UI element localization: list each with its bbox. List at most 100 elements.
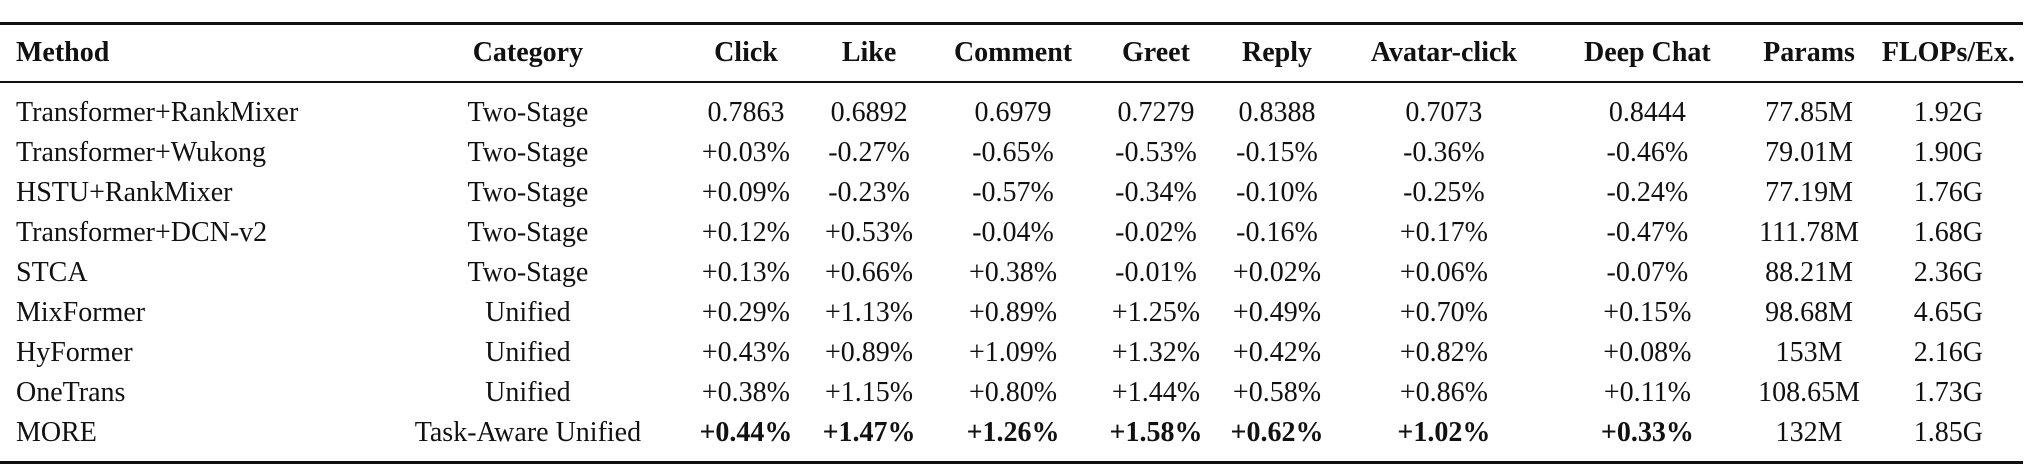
cell-comment: +1.09% <box>968 337 1058 368</box>
cell-reply: +0.58% <box>1232 377 1322 408</box>
header-method: Method <box>16 37 110 68</box>
cell-comment: -0.04% <box>972 217 1054 248</box>
cell-flops: 2.36G <box>1913 257 1983 288</box>
cell-click: +0.43% <box>701 337 791 368</box>
cell-flops: 1.76G <box>1913 177 1983 208</box>
cell-reply: 0.8388 <box>1238 97 1316 128</box>
cell-avatar-click: +1.02% <box>1397 417 1491 448</box>
cell-greet: -0.34% <box>1115 177 1197 208</box>
cell-comment: +0.89% <box>968 297 1058 328</box>
cell-reply: +0.62% <box>1230 417 1324 448</box>
cell-click: +0.12% <box>701 217 791 248</box>
cell-flops: 1.92G <box>1913 97 1983 128</box>
cell-deep-chat: -0.24% <box>1606 177 1689 208</box>
table-row: Transformer+RankMixer Two-Stage 0.7863 0.68… <box>0 82 2023 133</box>
cell-avatar-click: +0.86% <box>1399 377 1488 408</box>
table-body: Transformer+RankMixer Two-Stage 0.7863 0.68… <box>0 82 2023 463</box>
cell-category: Unified <box>485 337 571 368</box>
cell-click: 0.7863 <box>707 97 785 128</box>
header-reply: Reply <box>1241 37 1312 68</box>
table-row: HSTU+RankMixer Two-Stage +0.09% -0.23% -0.57… <box>0 173 2023 213</box>
cell-avatar-click: +0.17% <box>1399 217 1488 248</box>
cell-avatar-click: -0.36% <box>1403 137 1485 168</box>
cell-category: Two-Stage <box>467 177 589 208</box>
header-like: Like <box>841 37 897 68</box>
cell-reply: +0.02% <box>1232 257 1322 288</box>
cell-deep-chat: +0.11% <box>1603 377 1691 408</box>
cell-params: 88.21M <box>1765 257 1853 288</box>
header-comment: Comment <box>953 37 1073 68</box>
cell-category: Two-Stage <box>467 97 589 128</box>
cell-params: 79.01M <box>1765 137 1853 168</box>
cell-reply: -0.16% <box>1236 217 1318 248</box>
cell-method: Transformer+DCN-v2 <box>16 217 268 248</box>
table-row: Transformer+Wukong Two-Stage +0.03% -0.27% -… <box>0 133 2023 173</box>
cell-category: Unified <box>485 377 571 408</box>
cell-flops: 1.68G <box>1913 217 1983 248</box>
cell-like: +1.13% <box>825 297 914 328</box>
cell-click: +0.09% <box>701 177 791 208</box>
cell-comment: +0.38% <box>968 257 1058 288</box>
cell-flops: 1.90G <box>1913 137 1983 168</box>
cell-avatar-click: +0.06% <box>1399 257 1488 288</box>
cell-greet: -0.02% <box>1115 217 1197 248</box>
header-row: Method Category Click Like Comment Greet… <box>0 23 2023 82</box>
cell-deep-chat: +0.08% <box>1603 337 1692 368</box>
cell-greet: -0.01% <box>1115 257 1197 288</box>
cell-deep-chat: 0.8444 <box>1608 97 1686 128</box>
cell-category: Two-Stage <box>467 257 589 288</box>
cell-method: STCA <box>16 257 88 288</box>
cell-comment: -0.57% <box>972 177 1054 208</box>
cell-comment: -0.65% <box>972 137 1054 168</box>
cell-reply: -0.10% <box>1236 177 1318 208</box>
cell-deep-chat: -0.47% <box>1606 217 1689 248</box>
cell-category: Two-Stage <box>467 217 589 248</box>
table-row: MORE Task-Aware Unified +0.44% +1.47% +1.26%… <box>0 413 2023 463</box>
cell-avatar-click: 0.7073 <box>1405 97 1483 128</box>
header-click: Click <box>714 37 778 68</box>
cell-category: Unified <box>485 297 571 328</box>
header-greet: Greet <box>1122 37 1190 68</box>
cell-reply: +0.42% <box>1232 337 1322 368</box>
cell-avatar-click: -0.25% <box>1403 177 1485 208</box>
cell-deep-chat: +0.33% <box>1600 417 1694 448</box>
table-row: STCA Two-Stage +0.13% +0.66% +0.38% -0.01% +0.… <box>0 253 2023 293</box>
cell-params: 77.19M <box>1765 177 1853 208</box>
cell-params: 153M <box>1775 337 1843 368</box>
cell-greet: 0.7279 <box>1117 97 1195 128</box>
table-row: OneTrans Unified +0.38% +1.15% +0.80% +1.44% +… <box>0 373 2023 413</box>
cell-click: +0.29% <box>701 297 791 328</box>
cell-category: Two-Stage <box>467 137 589 168</box>
cell-like: +0.89% <box>825 337 914 368</box>
cell-params: 108.65M <box>1758 377 1860 408</box>
cell-method: HSTU+RankMixer <box>16 177 233 208</box>
cell-deep-chat: +0.15% <box>1603 297 1692 328</box>
cell-like: -0.23% <box>828 177 910 208</box>
cell-comment: +1.26% <box>966 417 1060 448</box>
cell-like: +1.47% <box>822 417 916 448</box>
cell-click: +0.44% <box>699 417 793 448</box>
cell-method: MixFormer <box>16 297 146 328</box>
cell-deep-chat: -0.07% <box>1606 257 1689 288</box>
table-row: MixFormer Unified +0.29% +1.13% +0.89% +1.25%… <box>0 293 2023 333</box>
cell-like: 0.6892 <box>830 97 908 128</box>
cell-method: Transformer+RankMixer <box>16 97 299 128</box>
cell-method: Transformer+Wukong <box>16 137 267 168</box>
cell-method: OneTrans <box>16 377 126 408</box>
header-params: Params <box>1763 37 1855 68</box>
cell-params: 111.78M <box>1759 217 1859 248</box>
cell-click: +0.13% <box>701 257 791 288</box>
cell-comment: +0.80% <box>968 377 1058 408</box>
cell-click: +0.38% <box>701 377 791 408</box>
cell-greet: +1.32% <box>1111 337 1201 368</box>
cell-like: +0.66% <box>825 257 914 288</box>
cell-like: +0.53% <box>825 217 914 248</box>
cell-flops: 1.73G <box>1913 377 1983 408</box>
cell-click: +0.03% <box>701 137 791 168</box>
cell-flops: 1.85G <box>1913 417 1983 448</box>
header-deep-chat: Deep Chat <box>1583 37 1711 68</box>
cell-like: -0.27% <box>828 137 910 168</box>
table-row: Transformer+DCN-v2 Two-Stage +0.12% +0.53% -… <box>0 213 2023 253</box>
cell-reply: -0.15% <box>1236 137 1318 168</box>
results-table: Method Category Click Like Comment Greet… <box>0 22 2023 464</box>
